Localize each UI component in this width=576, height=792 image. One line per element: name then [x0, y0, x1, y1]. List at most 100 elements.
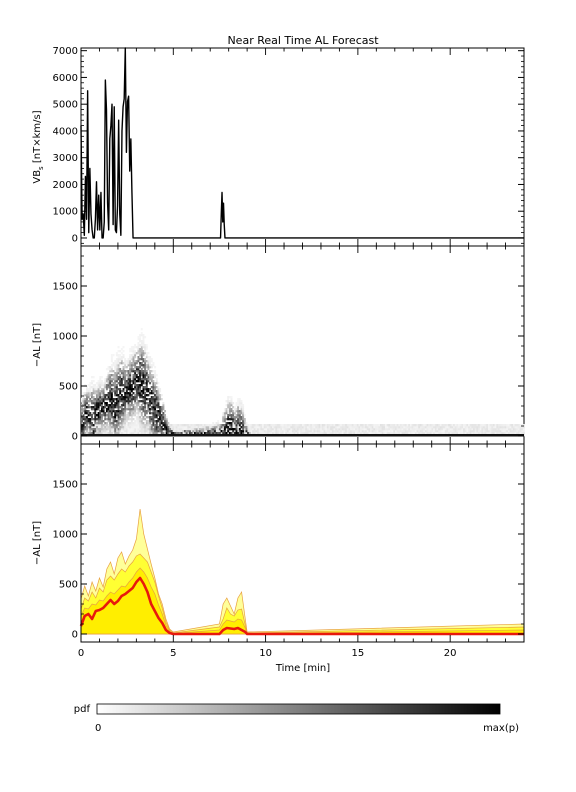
pdf-cell [129, 348, 132, 351]
pdf-cell [129, 412, 132, 415]
pdf-cell [233, 430, 236, 433]
pdf-cell [227, 406, 230, 409]
pdf-cell [248, 432, 251, 435]
pdf-cell [363, 430, 366, 433]
pdf-cell [122, 404, 125, 407]
pdf-cell [124, 358, 127, 361]
pdf-cell [84, 420, 87, 423]
pdf-cell [245, 428, 248, 431]
pdf-cell [81, 406, 83, 409]
pdf-cell [453, 426, 456, 429]
pdf-cell [97, 394, 100, 397]
pdf-cell [149, 370, 152, 373]
pdf-cell [286, 424, 289, 427]
pdf-cell [262, 424, 265, 427]
pdf-cell [202, 424, 205, 427]
pdf-cell [134, 374, 137, 377]
pdf-cell [326, 432, 329, 435]
pdf-cell [144, 406, 147, 409]
pdf-cell [110, 430, 113, 433]
pdf-cell [311, 424, 314, 427]
pdf-cell [90, 400, 93, 403]
pdf-cell [135, 394, 138, 397]
pdf-cell [112, 364, 115, 367]
pdf-cell [150, 380, 153, 383]
pdf-cell [132, 392, 135, 395]
pdf-cell [155, 396, 158, 399]
pdf-cell [461, 426, 464, 429]
pdf-cell [142, 340, 145, 343]
pdf-cell [235, 414, 238, 417]
pdf-cell [110, 394, 113, 397]
pdf-cell [99, 410, 102, 413]
pdf-cell [112, 408, 115, 411]
pdf-cell [385, 432, 387, 435]
pdf-cell [149, 382, 152, 385]
pdf-cell [107, 428, 110, 431]
pdf-cell [255, 426, 258, 429]
pdf-cell [89, 406, 92, 409]
pdf-cell [441, 432, 444, 435]
pdf-cell [409, 428, 412, 431]
pdf-cell [137, 346, 140, 349]
pdf-cell [492, 428, 495, 431]
pdf-cell [434, 426, 437, 429]
pdf-cell [100, 430, 103, 433]
pdf-cell [135, 376, 138, 379]
pdf-cell [223, 432, 226, 435]
pdf-cell [144, 352, 147, 355]
pdf-cell [82, 432, 85, 435]
pdf-cell [125, 420, 128, 423]
pdf-cell [356, 424, 359, 427]
pdf-cell [130, 350, 133, 353]
pdf-cell [112, 406, 115, 409]
pdf-cell [338, 424, 341, 427]
pdf-cell [398, 428, 401, 431]
pdf-cell [115, 378, 118, 381]
pdf-cell [97, 398, 100, 401]
pdf-cell [134, 422, 137, 425]
pdf-cell [192, 424, 195, 427]
pdf-cell [394, 432, 397, 435]
pdf-cell [195, 432, 198, 435]
pdf-cell [512, 432, 515, 435]
pdf-cell [107, 366, 110, 369]
pdf-cell [147, 426, 150, 429]
pdf-cell [233, 422, 236, 425]
pdf-cell [220, 426, 223, 429]
pdf-cell [85, 428, 88, 431]
pdf-cell [451, 428, 454, 431]
pdf-cell [84, 418, 87, 421]
pdf-cell [109, 368, 112, 371]
pdf-cell [260, 432, 263, 435]
pdf-cell [140, 382, 143, 385]
pdf-cell [371, 424, 374, 427]
pdf-cell [473, 424, 476, 427]
pdf-cell [228, 428, 231, 431]
pdf-cell [174, 426, 176, 429]
pdf-cell [512, 424, 515, 427]
pdf-cell [310, 424, 313, 427]
pdf-cell [109, 398, 112, 401]
pdf-cell [208, 428, 211, 431]
pdf-cell [341, 426, 344, 429]
pdf-cell [375, 424, 377, 427]
pdf-cell [277, 426, 279, 429]
pdf-cell [135, 426, 138, 429]
pdf-cell [431, 432, 434, 435]
pdf-cell [129, 390, 132, 393]
pdf-cell [135, 390, 138, 393]
pdf-cell [127, 392, 130, 395]
pdf-cell [100, 406, 103, 409]
pdf-cell [117, 368, 120, 371]
pdf-cell [110, 374, 113, 377]
0-ytick-label: 4000 [53, 126, 78, 137]
pdf-cell [481, 428, 484, 431]
pdf-cell [127, 398, 130, 401]
pdf-cell [511, 430, 514, 433]
pdf-cell [130, 348, 133, 351]
pdf-cell [162, 418, 165, 421]
pdf-cell [311, 426, 314, 429]
pdf-cell [127, 412, 130, 415]
pdf-cell [185, 432, 188, 435]
